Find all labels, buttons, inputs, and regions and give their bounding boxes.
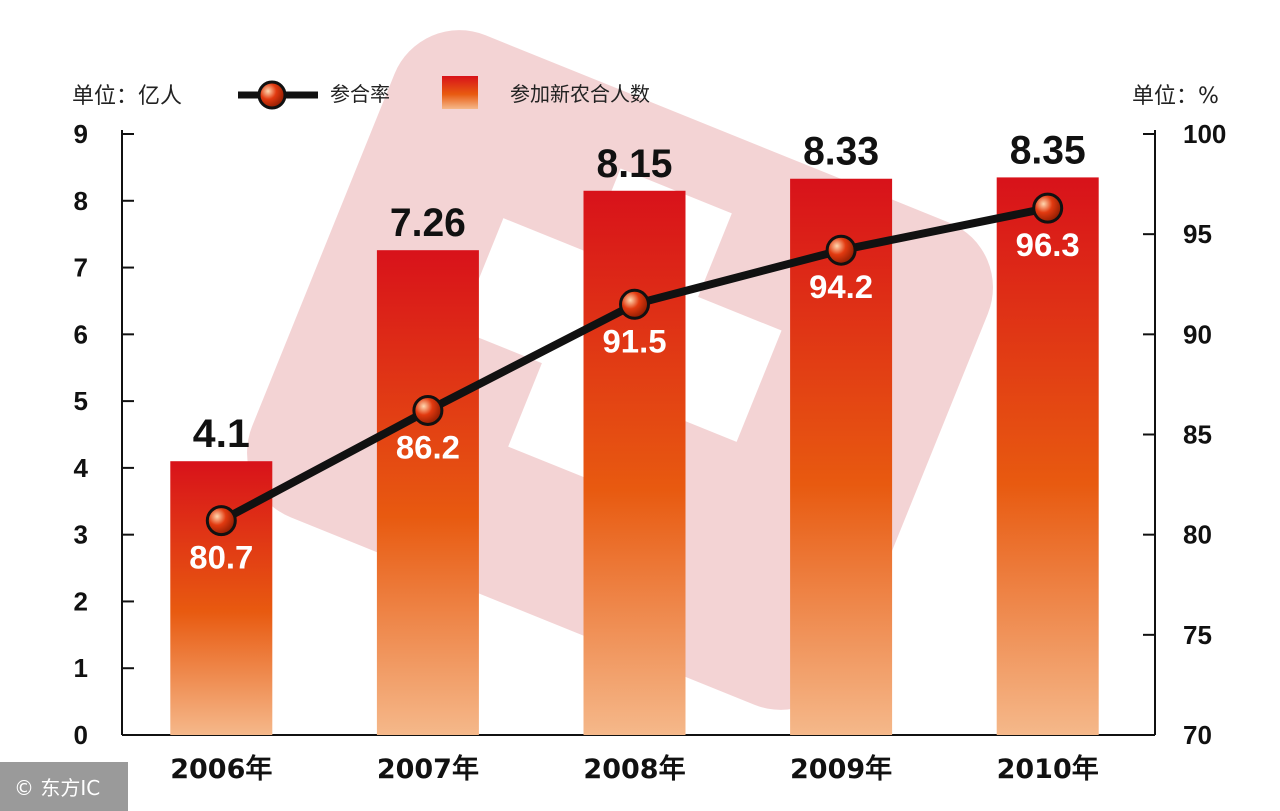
x-tick-label: 2010年: [997, 753, 1099, 785]
right-tick-label: 85: [1183, 420, 1212, 450]
bar: [996, 177, 1099, 736]
left-tick-label: 9: [74, 119, 88, 149]
left-tick-label: 3: [74, 520, 88, 550]
left-tick-label: 8: [74, 186, 88, 216]
bar-value-label: 7.26: [390, 201, 466, 245]
line-value-label: 94.2: [809, 269, 873, 305]
left-axis-unit: 单位：亿人: [72, 84, 183, 109]
left-tick-label: 2: [74, 586, 88, 616]
line-value-label: 80.7: [189, 540, 253, 576]
left-tick-label: 7: [74, 253, 88, 283]
x-tick-label: 2008年: [583, 753, 685, 785]
line-point: [205, 505, 237, 537]
legend-marks: [238, 76, 478, 110]
right-tick-label: 70: [1183, 720, 1212, 750]
line-value-label: 86.2: [396, 429, 460, 465]
right-axis-unit: 单位：%: [1132, 84, 1219, 109]
right-tick-label: 80: [1183, 520, 1212, 550]
line-value-label: 91.5: [603, 323, 667, 359]
watermark: © 东方IC: [0, 762, 128, 811]
left-tick-label: 4: [74, 453, 89, 483]
line-series: [205, 192, 1064, 537]
axes: 0 1 2 3 4 5 6 7 8 9 70 75 80 85 90 95 100 2006年 2007年 2008年…: [74, 119, 1227, 785]
data-labels: 4.1 7.26 8.15 8.33 8.35 80.7 86.2 91.5 94.2 96.3: [189, 128, 1085, 575]
line-point: [1032, 192, 1064, 224]
left-tick-label: 0: [74, 720, 88, 750]
x-tick-label: 2009年: [790, 753, 892, 785]
bar: [583, 190, 686, 735]
line-value-label: 96.3: [1016, 227, 1080, 263]
legend-bar-swatch: [442, 76, 478, 109]
left-tick-label: 5: [74, 386, 88, 416]
line-point: [619, 288, 650, 320]
line-point: [825, 234, 857, 266]
legend-line-label: 参合率: [330, 82, 390, 106]
left-tick-label: 6: [74, 319, 88, 349]
left-tick-label: 1: [74, 653, 88, 683]
bars: [170, 177, 1099, 736]
bar: [376, 250, 479, 735]
right-tick-label: 100: [1183, 119, 1226, 149]
legend-bar-label: 参加新农合人数: [510, 82, 650, 106]
x-tick-label: 2007年: [377, 753, 479, 785]
bar-value-label: 8.33: [803, 130, 879, 174]
legend-marker-swatch: [257, 80, 287, 110]
right-tick-label: 90: [1183, 319, 1212, 349]
x-tick-label: 2006年: [170, 753, 272, 785]
bar: [790, 178, 893, 736]
right-tick-label: 75: [1183, 620, 1212, 650]
bar-value-label: 8.35: [1010, 128, 1086, 172]
bar-value-label: 4.1: [193, 412, 250, 456]
right-tick-label: 95: [1183, 219, 1212, 249]
line-point: [412, 394, 444, 426]
bar-value-label: 8.15: [597, 142, 673, 186]
